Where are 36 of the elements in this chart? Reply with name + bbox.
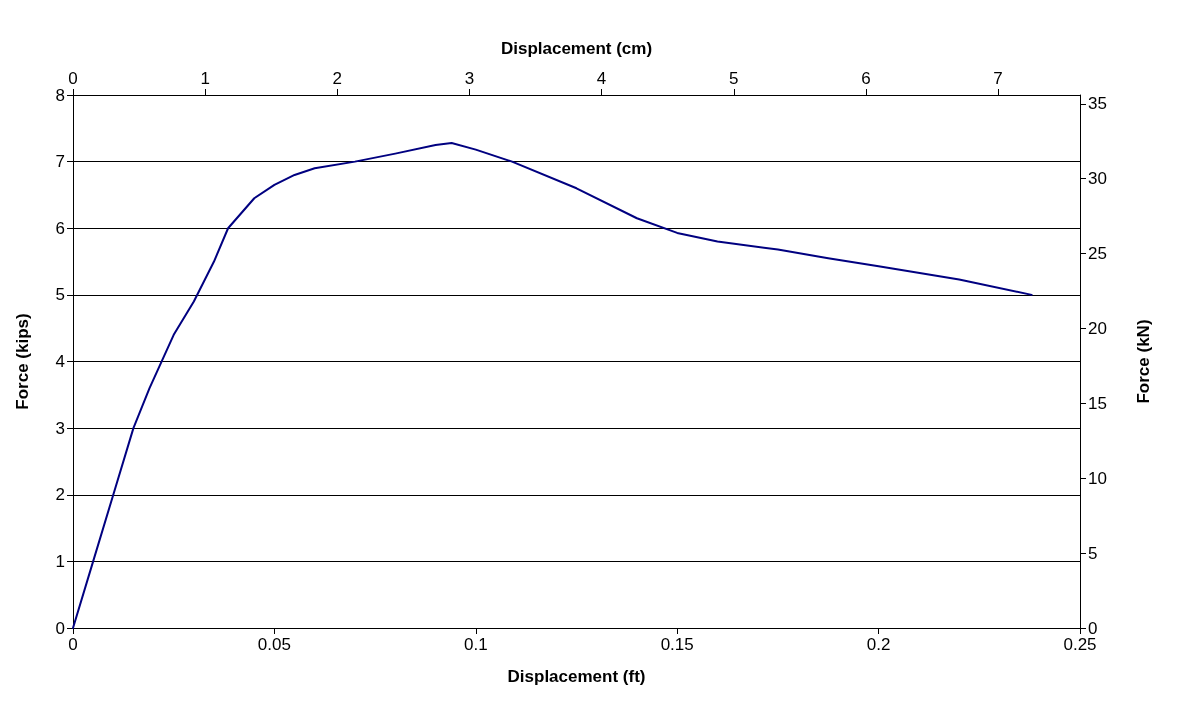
y2-tick-label: 25 xyxy=(1088,244,1107,264)
x2-tick-label: 6 xyxy=(861,69,871,88)
y2-tick-label: 10 xyxy=(1088,468,1107,488)
y-tick-label: 0 xyxy=(55,618,65,638)
y2-tick-label: 35 xyxy=(1088,94,1107,114)
x-tick-label: 0.1 xyxy=(463,635,488,654)
y-tick-label: 4 xyxy=(55,352,65,371)
y2-tick-label: 30 xyxy=(1088,169,1107,189)
x2-tick-label: 2 xyxy=(332,69,343,88)
y-tick-label: 7 xyxy=(55,152,65,172)
x-axis-title: Displacement (ft) xyxy=(507,667,646,686)
y2-tick-label: 15 xyxy=(1088,393,1107,413)
x-tick-label: 0 xyxy=(68,635,78,654)
x2-tick-label: 4 xyxy=(596,69,607,88)
line-series xyxy=(72,141,1033,629)
y-axis-title: Force (kips) xyxy=(13,313,32,410)
x-tick-label: 0.15 xyxy=(660,635,694,654)
x2-tick-label: 0 xyxy=(68,69,78,88)
y2-tick-label: 5 xyxy=(1088,543,1098,563)
y-tick-label: 6 xyxy=(55,218,65,238)
y-tick-label: 8 xyxy=(55,85,65,105)
x-tick-label: 0.2 xyxy=(866,635,891,654)
y2-tick-label: 20 xyxy=(1088,318,1107,338)
x2-tick-label: 1 xyxy=(200,69,210,88)
x-tick-label: 0.25 xyxy=(1063,635,1097,654)
x2-tick-label: 7 xyxy=(993,69,1003,88)
y-tick-label: 1 xyxy=(55,551,65,571)
y-tick-label: 2 xyxy=(55,485,65,505)
y-tick-label: 3 xyxy=(55,418,65,438)
x2-axis-title: Displacement (cm) xyxy=(500,39,653,58)
y2-axis-title: Force (kN) xyxy=(1134,319,1153,404)
y2-tick-label: 0 xyxy=(1088,618,1098,638)
x2-tick-label: 3 xyxy=(464,69,475,88)
y-tick-label: 5 xyxy=(55,285,65,305)
x-tick-label: 0.05 xyxy=(257,635,291,654)
x2-tick-label: 5 xyxy=(729,69,739,88)
